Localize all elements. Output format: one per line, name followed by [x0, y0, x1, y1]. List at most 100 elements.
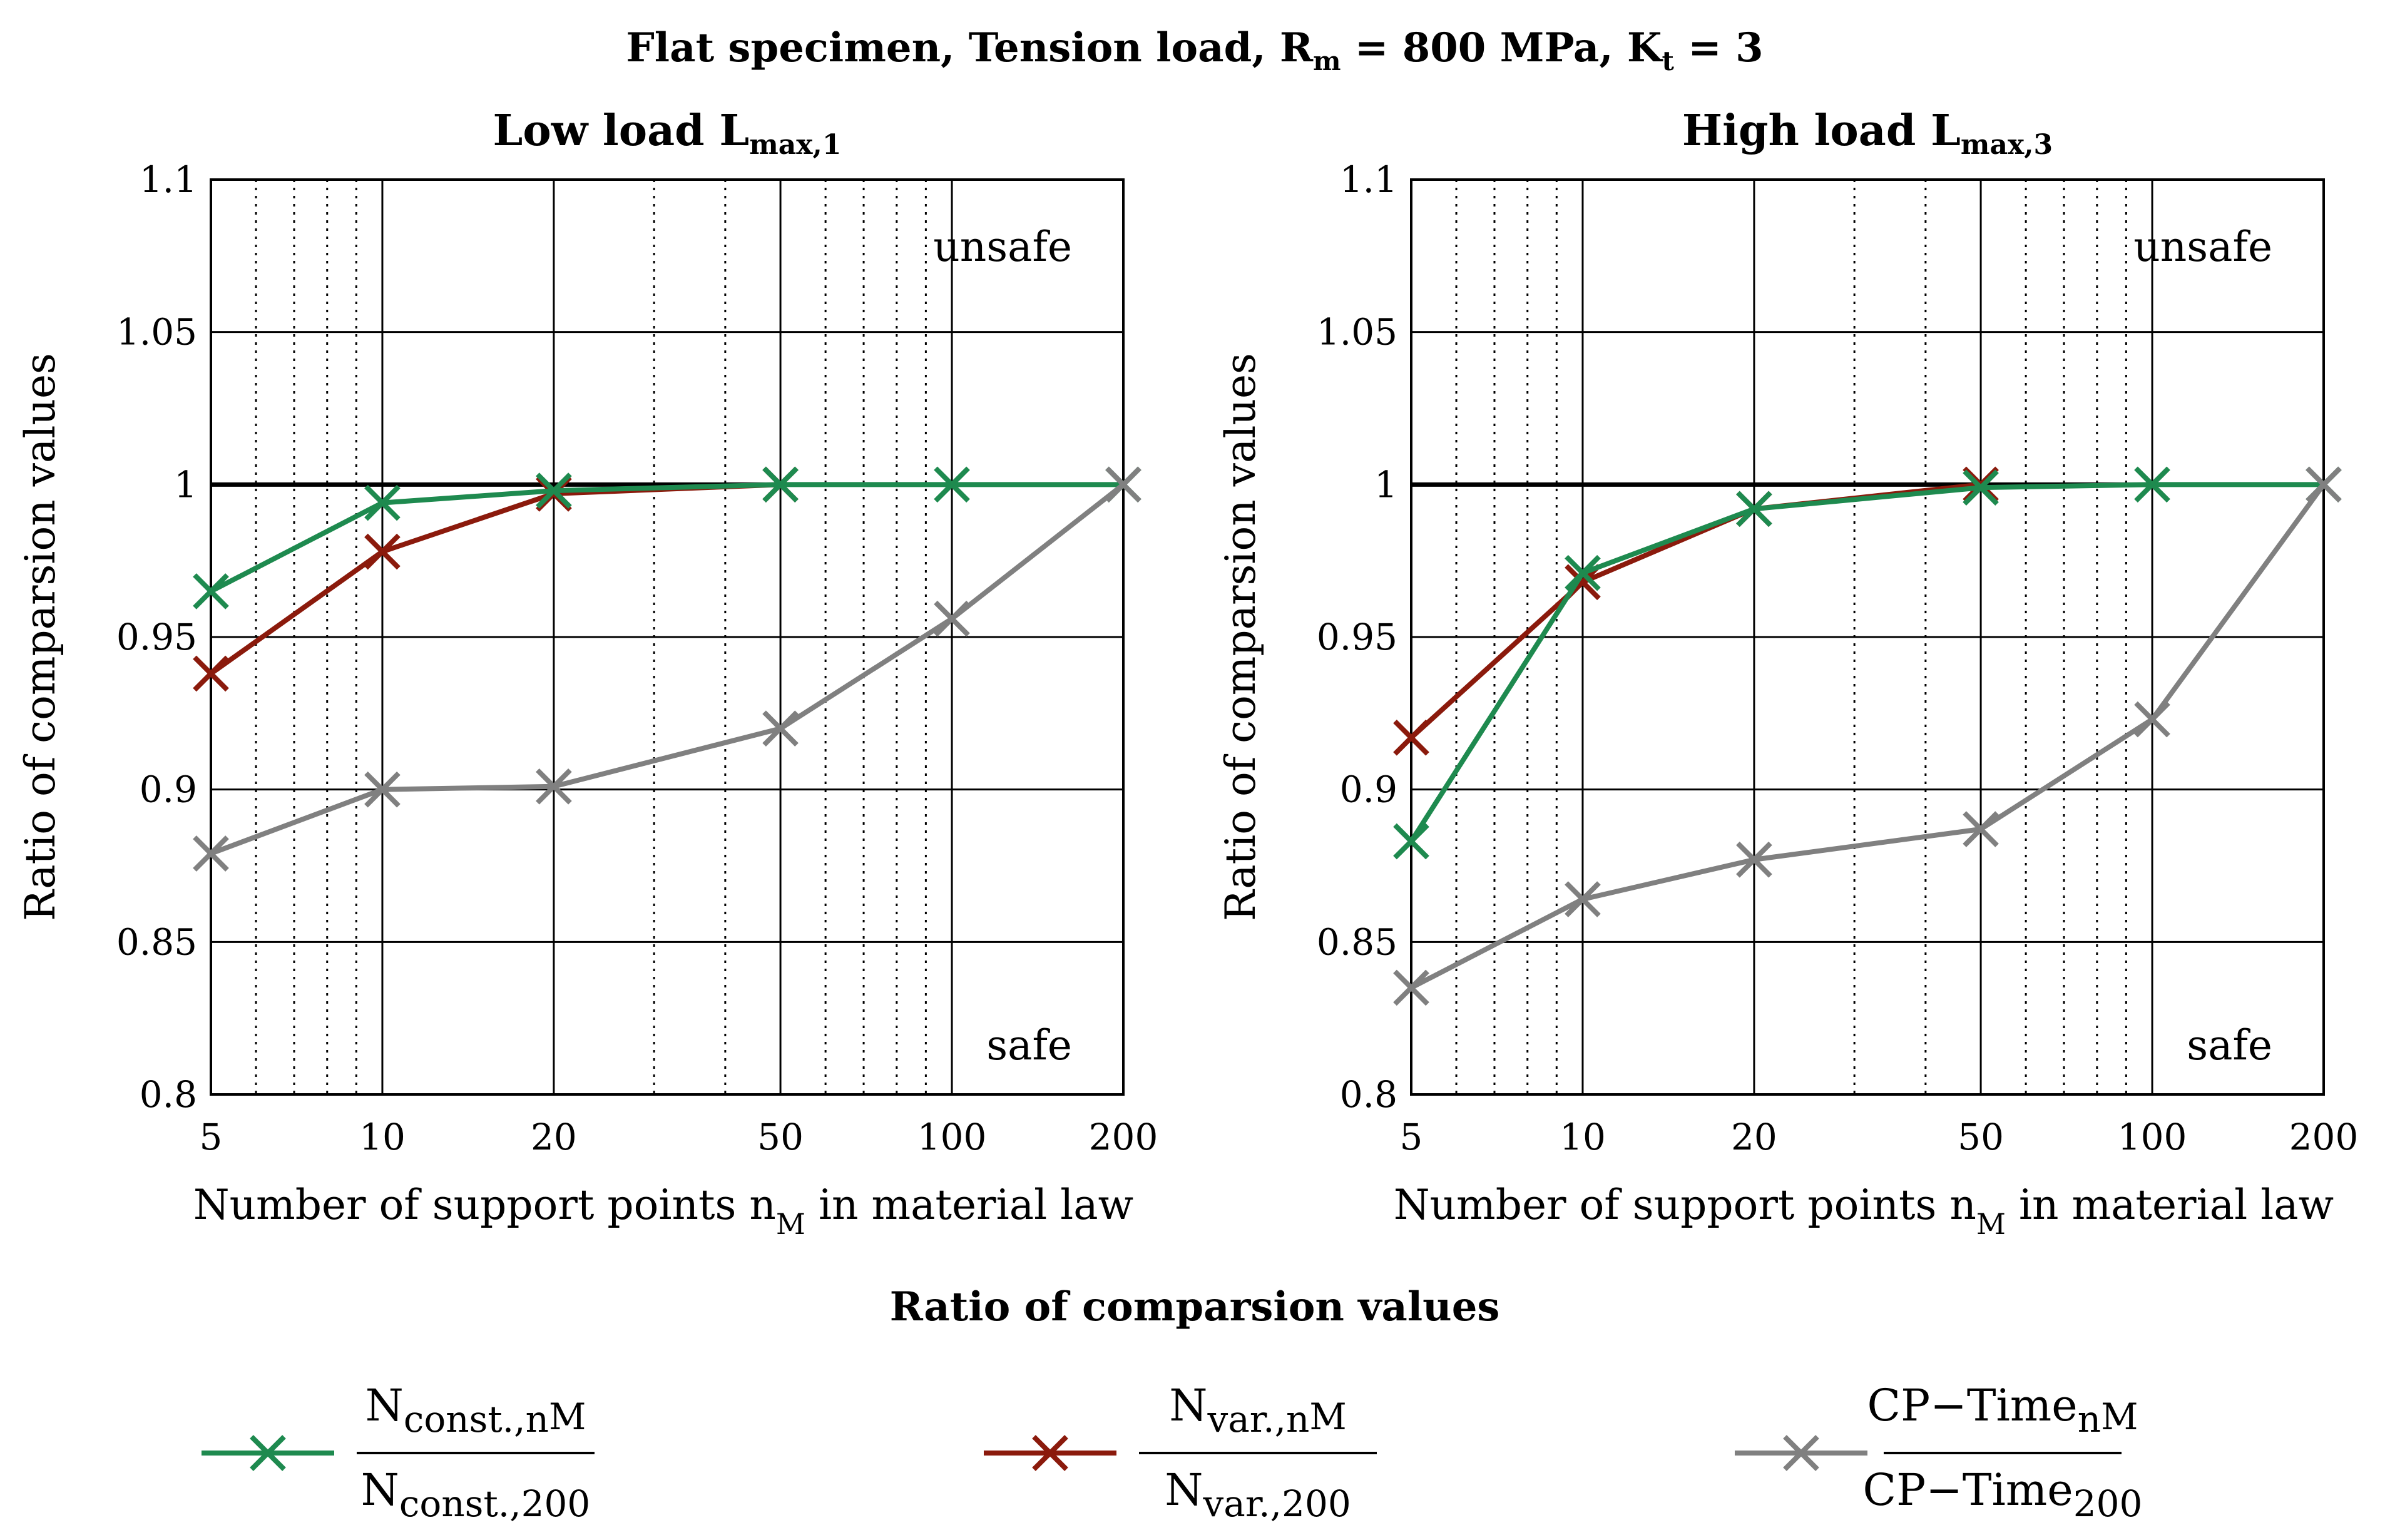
legend-denominator-main: N	[1165, 1464, 1203, 1516]
legend-denominator-sub: var.,200	[1202, 1482, 1351, 1525]
panel-title-sub: max,3	[1961, 129, 2053, 161]
data-point-cptime-stroke-b	[1963, 811, 1999, 847]
x-tick-label: 50	[1958, 1116, 2004, 1158]
panel-title-main: Low load L	[493, 106, 750, 156]
x-tick-label: 200	[1089, 1116, 1158, 1158]
plot-frame	[210, 178, 1125, 1096]
x-tick-label: 5	[1400, 1116, 1423, 1158]
y-axis-label: Ratio of comparsion values	[1217, 353, 1265, 921]
legend-denominator: CP−Time200	[1863, 1464, 2143, 1525]
legend-numerator-subsub: M	[2101, 1395, 2138, 1438]
data-point-cptime	[364, 771, 401, 808]
data-point-cptime	[2306, 466, 2342, 503]
annotation-safe: safe	[2187, 1021, 2272, 1069]
y-tick-label: 1.1	[140, 158, 197, 201]
y-tick-label: 0.9	[140, 768, 197, 811]
data-point-nconst-stroke-b	[1565, 554, 1601, 591]
y-tick-label: 0.8	[140, 1073, 197, 1116]
data-point-cptime-stroke-b	[1565, 881, 1601, 917]
panel-title-main: High load L	[1682, 106, 1961, 156]
y-tick-label: 0.85	[1317, 920, 1397, 963]
series-line-nvar	[209, 482, 781, 676]
data-point-nvar	[1393, 719, 1429, 756]
data-point-cptime	[1393, 969, 1429, 1006]
data-point-nconst-stroke-b	[536, 472, 572, 509]
data-point-nconst-stroke-b	[364, 484, 401, 521]
data-point-nvar	[193, 655, 229, 692]
y-tick-label: 0.8	[1340, 1073, 1397, 1116]
y-tick-label: 0.9	[1340, 768, 1397, 811]
x-tick-label: 100	[2118, 1116, 2187, 1158]
data-point-nconst	[1736, 491, 1772, 528]
y-axis-label: Ratio of comparsion values	[16, 353, 64, 921]
data-point-nconst	[536, 472, 572, 509]
x-axis-label: Number of support points nM in material …	[1394, 1181, 2334, 1241]
legend-numerator-sub: n	[2078, 1398, 2101, 1441]
data-point-cptime	[1963, 811, 1999, 847]
x-tick-label: 5	[200, 1116, 223, 1158]
data-point-cptime-stroke-b	[2306, 466, 2342, 503]
data-point-nconst	[1963, 469, 1999, 506]
panel-title: High load Lmax,3	[1682, 106, 2053, 161]
data-point-nconst	[1565, 554, 1601, 591]
annotation-unsafe: unsafe	[2133, 223, 2272, 271]
legend-numerator-main: N	[365, 1380, 404, 1431]
y-tick-label: 0.95	[1317, 616, 1397, 658]
data-point-cptime	[934, 600, 970, 637]
data-point-cptime-stroke-b	[536, 768, 572, 805]
data-point-cptime-stroke-b	[364, 771, 401, 808]
data-point-nvar	[364, 533, 401, 570]
legend-swatch-marker-stroke-b	[250, 1435, 286, 1471]
legend-denominator: Nconst.,200	[361, 1464, 591, 1525]
data-point-cptime	[1736, 841, 1772, 878]
data-point-nconst-stroke-b	[762, 466, 799, 503]
legend-swatch-marker-stroke-b	[1783, 1435, 1819, 1471]
data-point-cptime-stroke-b	[934, 600, 970, 637]
data-point-nconst	[1393, 823, 1429, 860]
panel-title: Low load Lmax,1	[493, 106, 842, 161]
x-tick-label: 20	[1731, 1116, 1777, 1158]
data-point-cptime-stroke-b	[193, 835, 229, 872]
legend-numerator: Nvar.,nM	[1169, 1380, 1347, 1441]
data-point-nconst-stroke-b	[1963, 469, 1999, 506]
legend-swatch-marker-stroke-b	[1032, 1435, 1068, 1471]
legend-numerator: Nconst.,nM	[365, 1380, 586, 1441]
x-tick-label: 50	[757, 1116, 804, 1158]
x-tick-label: 200	[2289, 1116, 2359, 1158]
annotation-safe: safe	[986, 1021, 1072, 1069]
legend-denominator-main: N	[361, 1464, 399, 1516]
data-point-nconst	[364, 484, 401, 521]
data-point-nconst	[934, 466, 970, 503]
series-line-cptime	[1410, 482, 2326, 990]
data-point-cptime-stroke-b	[1393, 969, 1429, 1006]
data-point-nvar-stroke-b	[1393, 719, 1429, 756]
legend-swatch-marker	[1783, 1435, 1819, 1471]
legend-swatch-marker	[1032, 1435, 1068, 1471]
data-point-nconst	[193, 573, 229, 609]
data-point-cptime	[1105, 466, 1141, 503]
legend-numerator-sub: var.,n	[1207, 1398, 1309, 1441]
panel-title-sub: max,1	[749, 129, 841, 161]
series-line-nvar	[1409, 482, 1981, 740]
legend-denominator-sub: 200	[2073, 1482, 2143, 1525]
data-point-cptime-stroke-b	[1736, 841, 1772, 878]
data-point-nconst-stroke-b	[193, 573, 229, 609]
x-axis-label-end: in material law	[2006, 1181, 2334, 1229]
x-axis-label-main: Number of support points n	[1394, 1181, 1976, 1229]
legend-numerator-main: CP−Time	[1867, 1380, 2078, 1431]
data-point-nconst-stroke-b	[934, 466, 970, 503]
data-point-cptime-stroke-b	[2134, 701, 2170, 738]
legend-numerator-main: N	[1169, 1380, 1207, 1431]
y-tick-label: 1.05	[1317, 311, 1397, 354]
x-axis-label-sub: M	[776, 1207, 805, 1241]
legend-numerator-subsub: M	[1309, 1395, 1346, 1438]
data-point-cptime	[762, 710, 799, 747]
data-point-nconst-stroke-b	[1393, 823, 1429, 860]
y-tick-label: 0.85	[116, 920, 197, 963]
annotation-unsafe: unsafe	[933, 223, 1072, 271]
legend-numerator: CP−TimenM	[1867, 1380, 2138, 1441]
x-axis-label-sub: M	[1976, 1207, 2006, 1241]
x-tick-label: 100	[917, 1116, 987, 1158]
